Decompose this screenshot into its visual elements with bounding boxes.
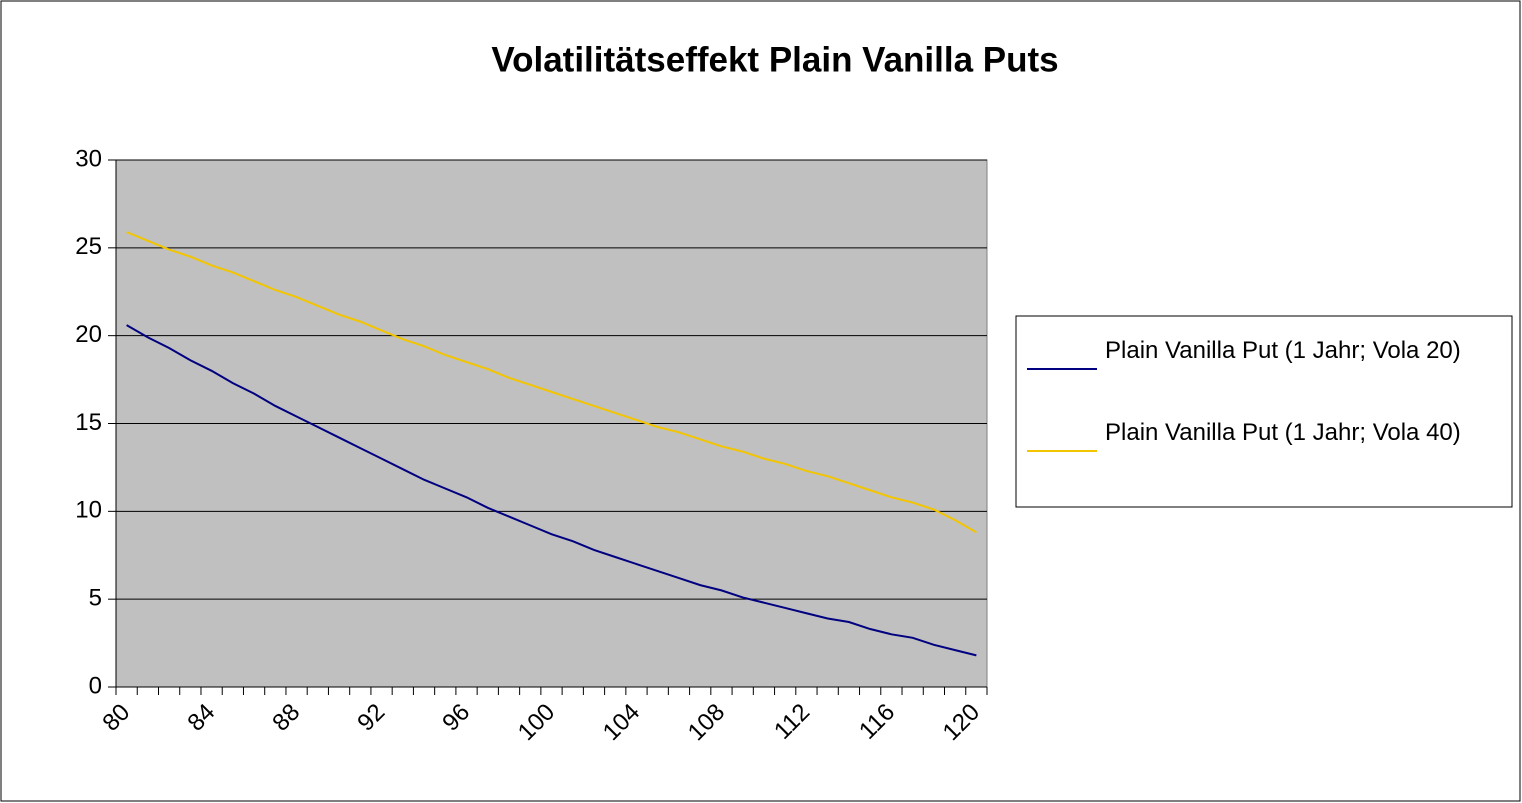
series-line	[126, 231, 977, 534]
legend-label: Plain Vanilla Put (1 Jahr; Vola 20)	[1105, 337, 1461, 364]
y-tick-label: 20	[75, 321, 102, 348]
y-tick-label: 0	[89, 672, 102, 699]
series-line	[126, 324, 977, 657]
legend-label: Plain Vanilla Put (1 Jahr; Vola 40)	[1105, 419, 1461, 446]
y-tick-label: 15	[75, 409, 102, 436]
y-tick-label: 30	[75, 145, 102, 172]
legend	[1015, 315, 1513, 508]
chart-title: Volatilitätseffekt Plain Vanilla Puts	[491, 40, 1058, 79]
y-tick-label: 25	[75, 233, 102, 260]
y-tick-label: 10	[75, 497, 102, 524]
y-tick-label: 5	[89, 585, 102, 612]
